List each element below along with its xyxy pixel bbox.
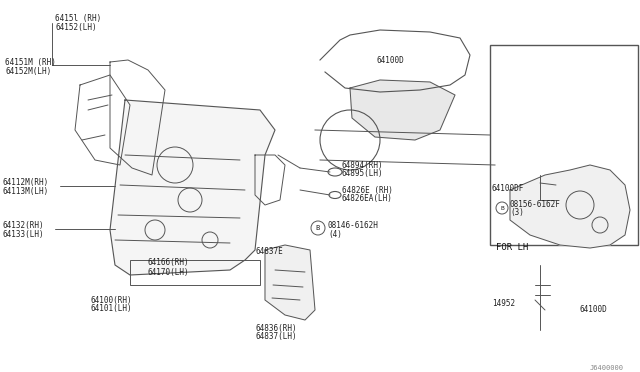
Bar (130, 260, 260, 285)
Text: (4): (4) (328, 230, 342, 238)
Text: 64100DF: 64100DF (492, 183, 524, 192)
Polygon shape (510, 165, 630, 248)
Text: 64170(LH): 64170(LH) (148, 267, 189, 276)
Text: B: B (500, 205, 504, 211)
Text: 64894(RH): 64894(RH) (342, 160, 383, 170)
Text: 6415l (RH): 6415l (RH) (55, 13, 101, 22)
Text: B: B (316, 225, 320, 231)
Text: FOR LH: FOR LH (496, 244, 528, 253)
Text: 64113M(LH): 64113M(LH) (2, 186, 48, 196)
Text: (3): (3) (510, 208, 524, 217)
Text: 64895(LH): 64895(LH) (342, 169, 383, 177)
Text: 08146-6162H: 08146-6162H (328, 221, 379, 230)
Text: 64100D: 64100D (376, 55, 404, 64)
Text: 08156-6162F: 08156-6162F (510, 199, 561, 208)
Text: 64151M (RH): 64151M (RH) (5, 58, 56, 67)
Polygon shape (350, 80, 455, 140)
Polygon shape (265, 245, 315, 320)
Bar (490, 45, 638, 245)
Text: 64100(RH): 64100(RH) (90, 295, 132, 305)
Text: 64132(RH): 64132(RH) (2, 221, 44, 230)
Text: 64152M(LH): 64152M(LH) (5, 67, 51, 76)
Text: 64101(LH): 64101(LH) (90, 305, 132, 314)
Text: 64112M(RH): 64112M(RH) (2, 177, 48, 186)
Text: 64837(LH): 64837(LH) (255, 333, 296, 341)
Text: 64133(LH): 64133(LH) (2, 230, 44, 238)
Text: 64836(RH): 64836(RH) (255, 324, 296, 333)
Text: 64826E (RH): 64826E (RH) (342, 186, 393, 195)
Text: J6400000: J6400000 (590, 365, 624, 371)
Text: 64826EA(LH): 64826EA(LH) (342, 193, 393, 202)
Text: 64837E: 64837E (255, 247, 283, 257)
Text: 64166(RH): 64166(RH) (148, 257, 189, 266)
Text: 64100D: 64100D (580, 305, 608, 314)
Polygon shape (110, 100, 275, 275)
Text: 64152(LH): 64152(LH) (55, 22, 97, 32)
Text: 14952: 14952 (492, 298, 515, 308)
